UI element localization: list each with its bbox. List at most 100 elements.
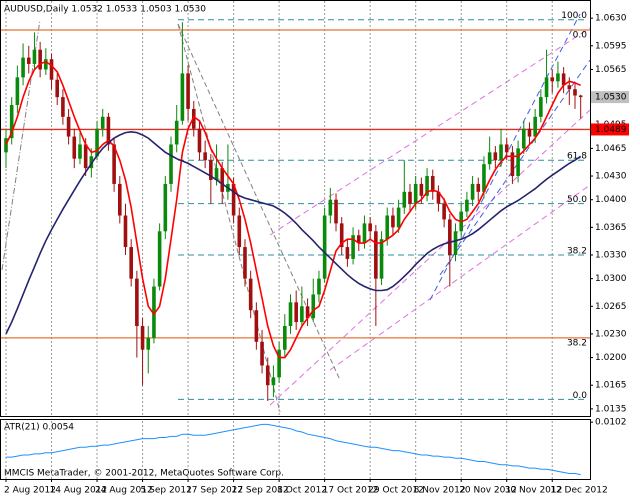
- candle-body: [408, 191, 412, 204]
- candle-body: [482, 164, 486, 192]
- y-tick-label: 0.0102: [595, 418, 627, 428]
- x-tick-label: 17 Sep 2012: [186, 486, 243, 496]
- candle-body: [487, 152, 492, 165]
- candle-body: [499, 144, 503, 161]
- candle-body: [26, 57, 31, 64]
- candle-body: [191, 108, 196, 129]
- candle-body: [539, 97, 543, 117]
- candle-body: [556, 73, 560, 82]
- candle-body: [38, 49, 42, 70]
- y-tick-label: 1.0165: [595, 381, 627, 391]
- price-panel: [0, 0, 591, 417]
- candle-body: [83, 144, 88, 169]
- candle-body: [504, 144, 509, 153]
- candle-body: [294, 302, 298, 323]
- candle-body: [396, 207, 401, 228]
- candle-body: [248, 278, 253, 311]
- candle-body: [55, 79, 60, 98]
- candle-body: [334, 199, 338, 224]
- candle-body: [391, 215, 395, 228]
- candle-body: [72, 136, 77, 159]
- candle-body: [448, 219, 452, 255]
- candle-body: [4, 138, 8, 153]
- candle-body: [186, 73, 190, 109]
- candle-body: [265, 365, 270, 386]
- candle-body: [61, 97, 65, 117]
- candle-body: [425, 176, 429, 196]
- candle-body: [254, 310, 259, 342]
- candle-body: [328, 199, 333, 216]
- candle-body: [288, 302, 293, 327]
- candle-body: [351, 235, 355, 259]
- candle-body: [527, 128, 532, 137]
- fib-label: 50.0: [567, 195, 587, 205]
- candle-body: [237, 215, 242, 248]
- candle-body: [15, 77, 20, 105]
- fib-label: 38.2: [567, 246, 587, 256]
- candle-body: [339, 223, 344, 248]
- x-tick-label: 17 Oct 2012: [323, 486, 379, 496]
- candle-body: [95, 128, 99, 157]
- candle-body: [453, 231, 458, 255]
- y-tick-label: 1.0565: [595, 65, 627, 75]
- candle-body: [533, 116, 537, 137]
- candle-body: [32, 49, 37, 64]
- x-tick-label: 20 Nov 2012: [459, 486, 517, 496]
- candle-body: [169, 144, 173, 184]
- y-tick-label: 1.0135: [595, 404, 627, 414]
- y-tick-label: 1.0230: [595, 329, 627, 339]
- candle-body: [112, 144, 116, 184]
- y-tick-label: 1.0465: [595, 144, 627, 154]
- candle-body: [203, 152, 207, 161]
- candle-body: [231, 183, 236, 216]
- price-label: 1.0489: [595, 125, 627, 135]
- candle-body: [9, 104, 14, 139]
- y-tick-label: 1.0430: [595, 172, 627, 182]
- candle-body: [436, 191, 441, 204]
- candle-body: [21, 57, 25, 78]
- candle-body: [311, 294, 316, 319]
- fib-label: 0.0: [573, 391, 588, 401]
- price-label-box: [591, 123, 629, 136]
- x-tick-label: 14 Aug 2012: [50, 486, 108, 496]
- y-tick-label: 1.0400: [595, 195, 627, 205]
- level-label: 0.0: [573, 30, 588, 40]
- price-label: 1.0530: [595, 93, 627, 103]
- x-tick-label: 8 Nov 2012: [414, 486, 466, 496]
- y-tick-label: 1.0265: [595, 302, 627, 312]
- candle-body: [140, 326, 145, 350]
- level-label: 38.2: [567, 338, 587, 348]
- trendline: [177, 23, 281, 413]
- indicator-label: ATR(21) 0.0054: [4, 423, 74, 433]
- candle-body: [300, 306, 304, 323]
- x-tick-label: 24 Aug 2012: [95, 486, 153, 496]
- indicator-line: [6, 423, 581, 476]
- trendline: [269, 109, 591, 406]
- candle-body: [470, 183, 475, 200]
- moving-average: [5, 130, 582, 335]
- y-tick-label: 1.0200: [595, 353, 627, 363]
- y-tick-label: 1.0365: [595, 223, 627, 233]
- price-label-box: [591, 91, 629, 104]
- candle-body: [214, 168, 219, 180]
- candle-body: [100, 116, 105, 129]
- candle-body: [413, 183, 418, 204]
- trendline: [269, 27, 591, 236]
- candle-body: [578, 95, 583, 98]
- candle-body: [521, 128, 526, 149]
- y-tick-label: 1.0300: [595, 274, 627, 284]
- chart-title: AUDUSD,Daily 1.0532 1.0533 1.0503 1.0530: [4, 5, 206, 15]
- x-tick-label: 8 Oct 2012: [277, 486, 327, 496]
- candle-body: [567, 85, 572, 90]
- y-tick-label: 1.0630: [595, 14, 627, 24]
- candle-body: [516, 148, 520, 177]
- candle-body: [362, 223, 367, 244]
- candle-body: [317, 278, 321, 295]
- trendline: [329, 184, 591, 371]
- fib-label: 100.0: [561, 11, 587, 21]
- candle-body: [220, 168, 225, 192]
- candle-body: [345, 247, 350, 259]
- y-tick-label: 1.0330: [595, 250, 627, 260]
- candle-body: [44, 59, 48, 70]
